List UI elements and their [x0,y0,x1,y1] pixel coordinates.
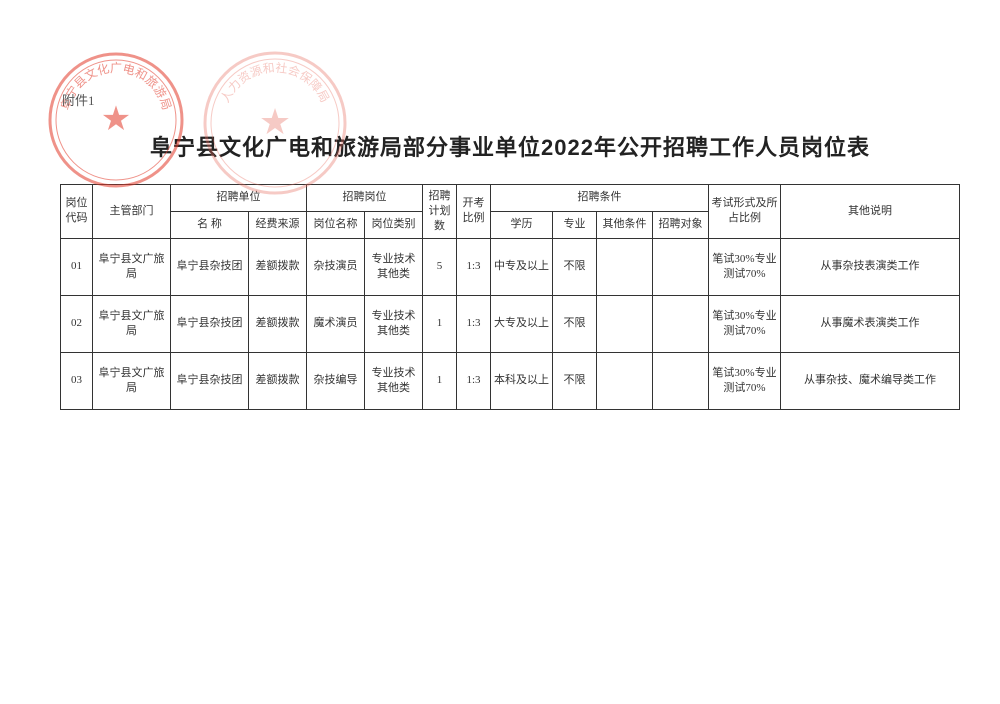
cell-cat: 专业技术其他类 [365,238,423,295]
svg-text:人力资源和社会保障局: 人力资源和社会保障局 [218,60,332,105]
official-seal-1: 阜宁县文化广电和旅游局 ★ [46,50,186,190]
cell-other [597,295,653,352]
th-recruit-pos: 招聘岗位 [307,185,423,212]
th-unit-name: 名 称 [171,211,249,238]
th-recruit-unit: 招聘单位 [171,185,307,212]
cell-plan: 5 [423,238,457,295]
attachment-label: 附件1 [62,90,95,109]
cell-fund: 差额拨款 [249,238,307,295]
table-row: 03 阜宁县文广旅局 阜宁县杂技团 差额拨款 杂技编导 专业技术其他类 1 1:… [61,352,960,409]
cell-target [653,295,709,352]
cell-fund: 差额拨款 [249,295,307,352]
document-page: 阜宁县文化广电和旅游局 ★ 人力资源和社会保障局 ★ 附件1 阜宁县文化广电和旅… [0,0,1000,704]
cell-pos: 杂技演员 [307,238,365,295]
cell-unit: 阜宁县杂技团 [171,295,249,352]
cell-plan: 1 [423,295,457,352]
cell-major: 不限 [553,352,597,409]
th-edu: 学历 [491,211,553,238]
cell-pos: 魔术演员 [307,295,365,352]
cell-code: 03 [61,352,93,409]
cell-edu: 本科及以上 [491,352,553,409]
th-exam: 考试形式及所占比例 [709,185,781,239]
table-head: 岗位代码 主管部门 招聘单位 招聘岗位 招聘计划数 开考比例 招聘条件 考试形式… [61,185,960,239]
cell-dept: 阜宁县文广旅局 [93,295,171,352]
cell-note: 从事魔术表演类工作 [781,295,960,352]
cell-major: 不限 [553,238,597,295]
cell-ratio: 1:3 [457,352,491,409]
cell-pos: 杂技编导 [307,352,365,409]
cell-exam: 笔试30%专业测试70% [709,238,781,295]
th-code: 岗位代码 [61,185,93,239]
th-other-cond: 其他条件 [597,211,653,238]
cell-major: 不限 [553,295,597,352]
th-target: 招聘对象 [653,211,709,238]
cell-other [597,352,653,409]
cell-target [653,238,709,295]
cell-cat: 专业技术其他类 [365,352,423,409]
cell-ratio: 1:3 [457,295,491,352]
cell-exam: 笔试30%专业测试70% [709,352,781,409]
th-pos-cat: 岗位类别 [365,211,423,238]
cell-exam: 笔试30%专业测试70% [709,295,781,352]
th-fund-source: 经费来源 [249,211,307,238]
cell-target [653,352,709,409]
cell-cat: 专业技术其他类 [365,295,423,352]
th-conditions: 招聘条件 [491,185,709,212]
th-note: 其他说明 [781,185,960,239]
th-major: 专业 [553,211,597,238]
cell-code: 01 [61,238,93,295]
table-body: 01 阜宁县文广旅局 阜宁县杂技团 差额拨款 杂技演员 专业技术其他类 5 1:… [61,238,960,409]
th-pos-name: 岗位名称 [307,211,365,238]
cell-unit: 阜宁县杂技团 [171,352,249,409]
th-plan: 招聘计划数 [423,185,457,239]
recruitment-table: 岗位代码 主管部门 招聘单位 招聘岗位 招聘计划数 开考比例 招聘条件 考试形式… [60,184,960,410]
cell-code: 02 [61,295,93,352]
cell-dept: 阜宁县文广旅局 [93,238,171,295]
cell-plan: 1 [423,352,457,409]
table-row: 01 阜宁县文广旅局 阜宁县杂技团 差额拨款 杂技演员 专业技术其他类 5 1:… [61,238,960,295]
seal-2-text: 人力资源和社会保障局 [218,60,332,105]
cell-edu: 中专及以上 [491,238,553,295]
cell-note: 从事杂技表演类工作 [781,238,960,295]
th-ratio: 开考比例 [457,185,491,239]
official-seal-2: 人力资源和社会保障局 ★ [200,48,350,198]
cell-note: 从事杂技、魔术编导类工作 [781,352,960,409]
cell-unit: 阜宁县杂技团 [171,238,249,295]
table-row: 02 阜宁县文广旅局 阜宁县杂技团 差额拨款 魔术演员 专业技术其他类 1 1:… [61,295,960,352]
cell-fund: 差额拨款 [249,352,307,409]
cell-ratio: 1:3 [457,238,491,295]
cell-other [597,238,653,295]
cell-edu: 大专及以上 [491,295,553,352]
cell-dept: 阜宁县文广旅局 [93,352,171,409]
page-title: 阜宁县文化广电和旅游局部分事业单位2022年公开招聘工作人员岗位表 [60,130,960,162]
th-dept: 主管部门 [93,185,171,239]
